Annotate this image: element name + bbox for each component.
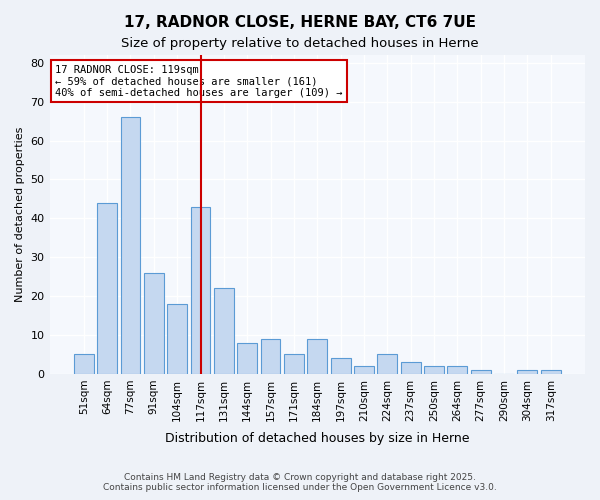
Bar <box>260 339 280 374</box>
Bar <box>167 304 187 374</box>
Bar <box>541 370 560 374</box>
Bar <box>401 362 421 374</box>
Bar <box>377 354 397 374</box>
Y-axis label: Number of detached properties: Number of detached properties <box>15 127 25 302</box>
Bar <box>448 366 467 374</box>
X-axis label: Distribution of detached houses by size in Herne: Distribution of detached houses by size … <box>165 432 470 445</box>
Text: Size of property relative to detached houses in Herne: Size of property relative to detached ho… <box>121 38 479 51</box>
Bar <box>471 370 491 374</box>
Bar <box>144 273 164 374</box>
Bar <box>238 343 257 374</box>
Bar <box>97 203 117 374</box>
Bar <box>214 288 234 374</box>
Text: 17 RADNOR CLOSE: 119sqm
← 59% of detached houses are smaller (161)
40% of semi-d: 17 RADNOR CLOSE: 119sqm ← 59% of detache… <box>55 64 343 98</box>
Text: 17, RADNOR CLOSE, HERNE BAY, CT6 7UE: 17, RADNOR CLOSE, HERNE BAY, CT6 7UE <box>124 15 476 30</box>
Bar <box>517 370 538 374</box>
Bar <box>307 339 327 374</box>
Bar <box>121 117 140 374</box>
Bar <box>331 358 350 374</box>
Text: Contains HM Land Registry data © Crown copyright and database right 2025.: Contains HM Land Registry data © Crown c… <box>124 474 476 482</box>
Bar <box>284 354 304 374</box>
Bar <box>424 366 444 374</box>
Bar <box>354 366 374 374</box>
Bar <box>191 206 211 374</box>
Bar <box>74 354 94 374</box>
Text: Contains public sector information licensed under the Open Government Licence v3: Contains public sector information licen… <box>103 484 497 492</box>
